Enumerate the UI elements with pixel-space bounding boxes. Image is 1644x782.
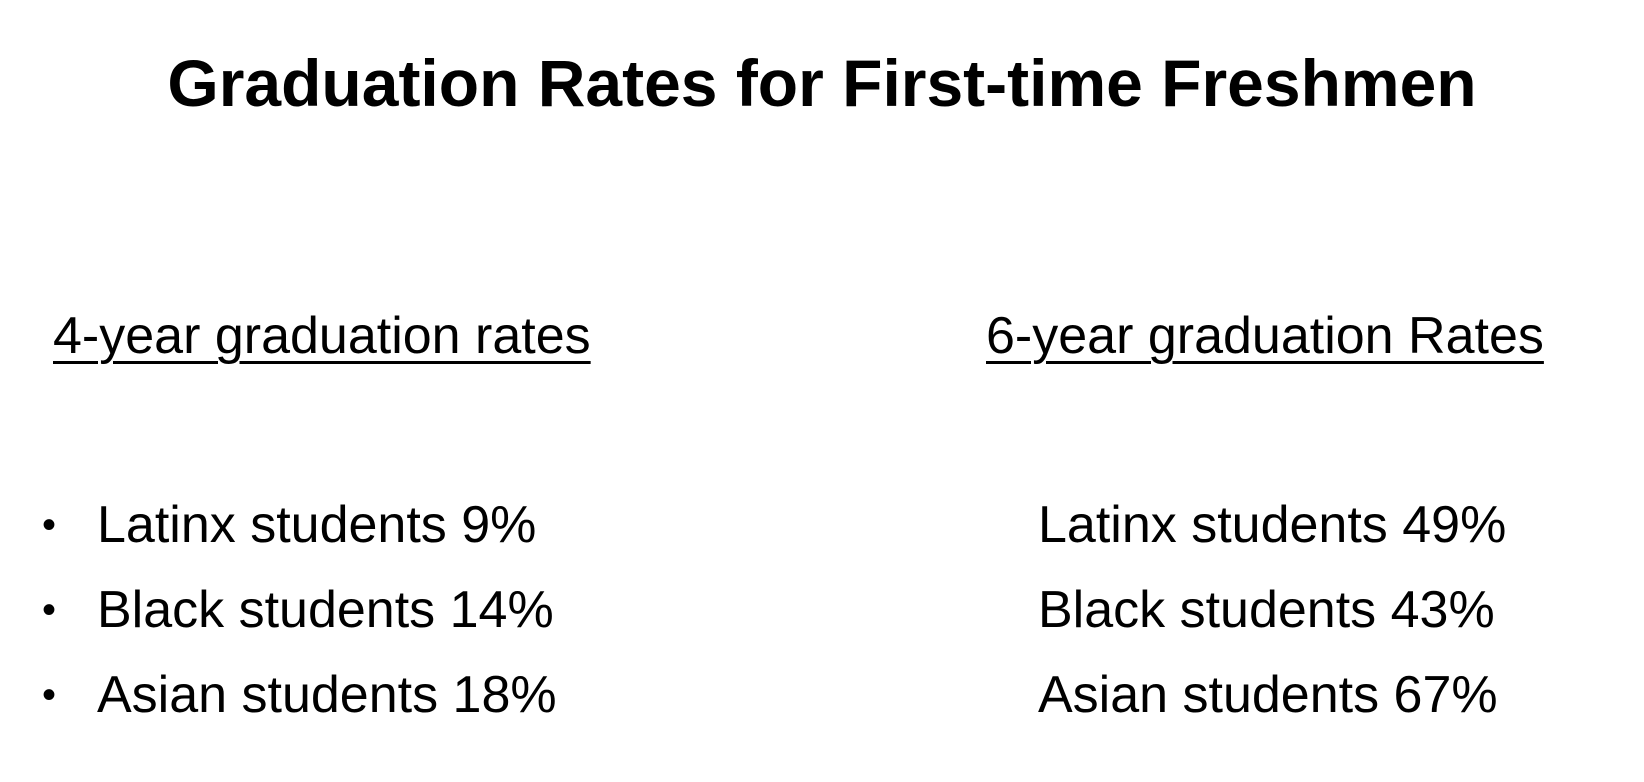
six-year-rate-latinx: Latinx students 49% [1038,496,1507,554]
bullet-icon: • [42,673,57,717]
four-year-rate-asian: Asian students 18% [97,666,557,724]
list-item: Latinx students 49% [1038,483,1506,568]
six-year-heading: 6-year graduation Rates [986,307,1544,365]
six-year-rate-asian: Asian students 67% [1038,666,1498,724]
four-year-rate-latinx: Latinx students 9% [97,496,537,554]
four-year-heading: 4-year graduation rates [53,307,591,365]
list-item: • Latinx students 9% [42,483,557,568]
list-item: • Black students 14% [42,568,557,653]
list-item: Asian students 67% [1038,653,1506,738]
six-year-rate-black: Black students 43% [1038,581,1495,639]
bullet-icon: • [42,503,57,547]
bullet-icon: • [42,588,57,632]
list-item: Black students 43% [1038,568,1506,653]
six-year-rates-list: Latinx students 49% Black students 43% A… [1038,483,1506,738]
four-year-rates-list: • Latinx students 9% • Black students 14… [42,483,557,738]
list-item: • Asian students 18% [42,653,557,738]
four-year-rate-black: Black students 14% [97,581,554,639]
slide-title: Graduation Rates for First-time Freshmen [167,46,1477,120]
